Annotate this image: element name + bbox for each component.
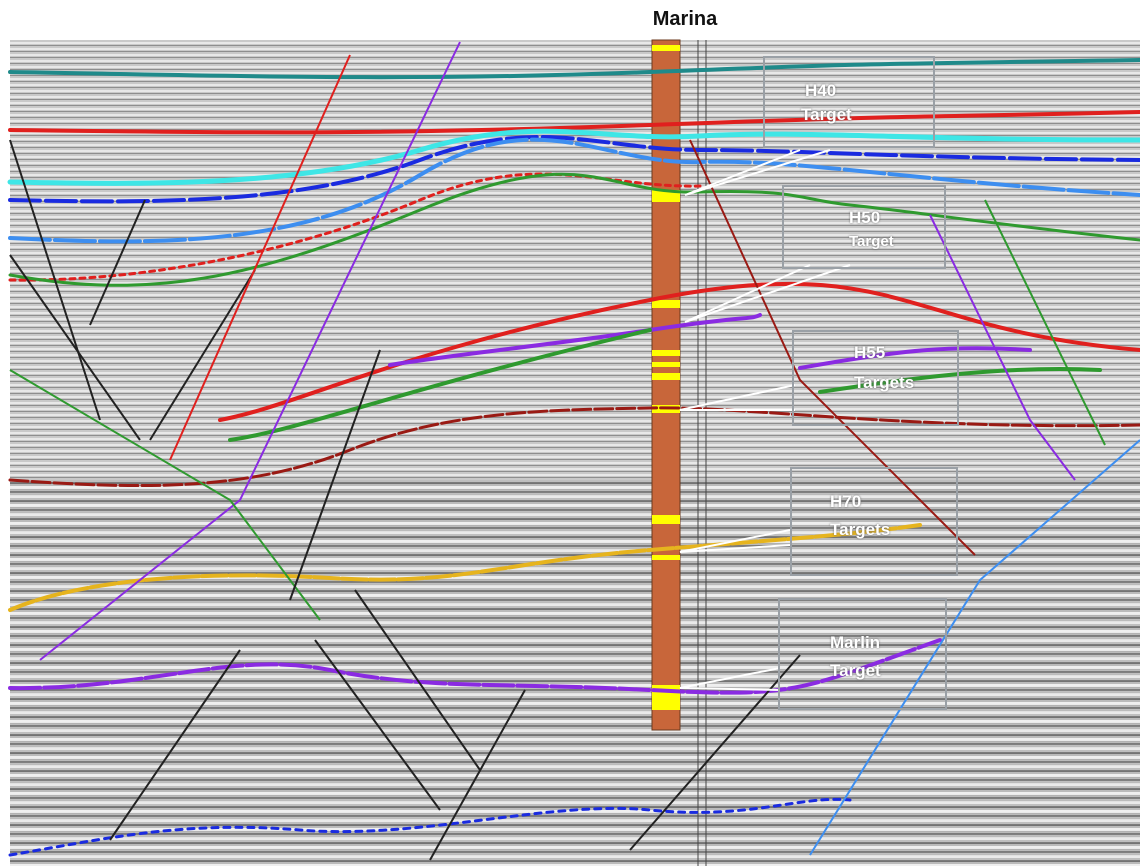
- callout-h70-line2: Targets: [830, 520, 891, 539]
- callout-pointer-h40: [684, 149, 831, 196]
- fault-black-2: [9, 254, 141, 441]
- fault-black-8: [109, 649, 241, 841]
- horizon-green-upper: [8, 172, 1140, 287]
- fault-red: [169, 54, 351, 461]
- callout-pointer-marlin: [679, 667, 781, 691]
- fault-black-9: [629, 654, 801, 851]
- callout-h70-line1: H70: [830, 492, 862, 511]
- horizon-green-mid: [228, 328, 1102, 442]
- horizon-blue-dotted: [8, 797, 852, 857]
- horizon-light-blue: [8, 137, 1140, 244]
- horizon-red-mid: [218, 281, 1140, 422]
- well-log: [651, 39, 707, 866]
- fault-black-10: [429, 689, 526, 861]
- callout-pointer-h50: [684, 264, 851, 323]
- callout-h40: H40 Target: [763, 56, 935, 148]
- horizon-blue: [8, 135, 1140, 204]
- fault-light-blue: [809, 439, 1140, 856]
- fault-purple-2: [929, 214, 1076, 481]
- callout-h40-line1: H40: [805, 81, 837, 100]
- callout-h40-line2: Target: [801, 105, 852, 124]
- fault-black-3: [89, 199, 146, 326]
- callout-h55-line1: H55: [854, 343, 886, 362]
- horizon-teal: [8, 58, 1140, 80]
- fault-black-5: [289, 349, 381, 601]
- callout-pointer-h55: [679, 384, 796, 411]
- fault-green-2: [984, 199, 1106, 446]
- horizon-dark-red: [8, 406, 1140, 488]
- callout-h50: H50 Target: [782, 185, 946, 269]
- fault-black-1: [9, 139, 101, 421]
- fault-dark-red: [689, 139, 976, 556]
- horizon-cyan: [7, 128, 1140, 186]
- callout-h55: H55 Targets: [792, 330, 959, 426]
- callout-marlin-line1: Marlin: [830, 633, 881, 652]
- callout-pointer-h70: [679, 529, 791, 553]
- well-name-title: Marina: [652, 8, 718, 30]
- callout-h50-line2: Target: [849, 233, 894, 250]
- callout-marlin: Marlin Target: [778, 598, 947, 710]
- horizon-purple-lower: [8, 638, 942, 695]
- fault-black-6: [354, 589, 481, 771]
- horizon-purple-mid: [388, 313, 1032, 370]
- horizon-red-upper: [8, 110, 1140, 135]
- callout-h70: H70 Targets: [790, 467, 958, 576]
- callout-marlin-line2: Target: [830, 661, 881, 680]
- callout-h55-line2: Targets: [854, 373, 915, 392]
- fault-black-7: [314, 639, 441, 811]
- seismic-background-deep: [10, 480, 1140, 866]
- callout-h50-line1: H50: [849, 208, 881, 227]
- horizon-yellow: [8, 523, 922, 612]
- fault-purple-1: [39, 41, 461, 661]
- fault-black-4: [149, 269, 256, 441]
- fault-green: [9, 369, 321, 621]
